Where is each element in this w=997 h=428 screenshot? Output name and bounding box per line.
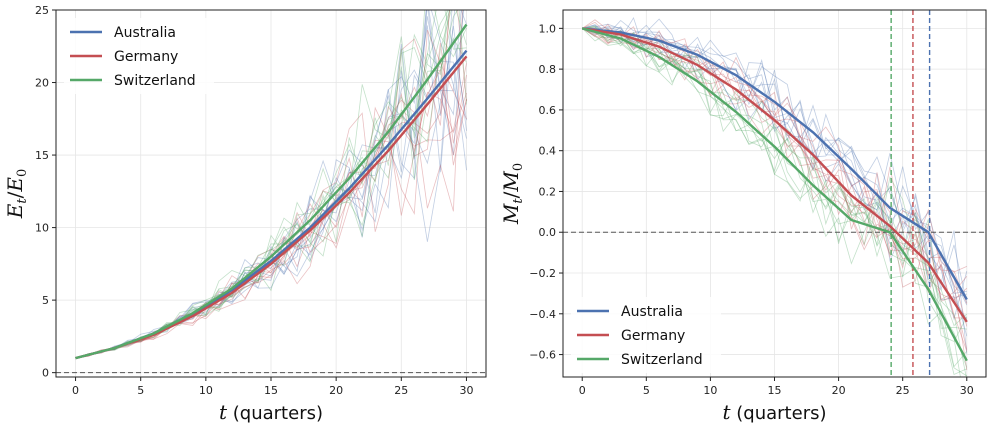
simulated-path bbox=[582, 28, 968, 300]
y-label-sub: 0 bbox=[511, 163, 526, 171]
simulated-path bbox=[75, 10, 451, 359]
x-tick-label: 15 bbox=[264, 384, 278, 397]
y-tick-label: 0.6 bbox=[539, 104, 557, 117]
x-tick-label: 30 bbox=[459, 384, 473, 397]
simulated-path bbox=[582, 26, 968, 368]
x-tick-label: 10 bbox=[703, 384, 717, 397]
series-line-australia bbox=[582, 27, 968, 301]
simulated-path bbox=[582, 24, 967, 301]
x-axis-unit: (quarters) bbox=[731, 403, 827, 424]
simulated-path bbox=[75, 42, 467, 359]
x-tick-label: 20 bbox=[832, 384, 846, 397]
y-tick-label: 0.2 bbox=[539, 185, 557, 198]
y-tick-label: 5 bbox=[42, 294, 49, 307]
x-tick-label: 10 bbox=[199, 384, 213, 397]
x-tick-label: 5 bbox=[643, 384, 650, 397]
plot-area bbox=[563, 10, 986, 377]
simulated-path bbox=[582, 28, 968, 368]
simulated-path bbox=[582, 23, 968, 306]
x-tick-label: 0 bbox=[579, 384, 586, 397]
simulated-path bbox=[75, 10, 456, 359]
x-tick-label: 25 bbox=[394, 384, 408, 397]
simulated-path bbox=[582, 28, 968, 352]
simulated-path bbox=[75, 29, 467, 359]
legend-label: Australia bbox=[114, 25, 176, 41]
y-tick-label: 0.0 bbox=[539, 226, 557, 239]
y-tick-label: 10 bbox=[35, 222, 49, 235]
simulated-path bbox=[582, 18, 968, 321]
x-axis-variable: t bbox=[723, 400, 732, 424]
legend-box bbox=[571, 297, 721, 373]
legend: Australia Germany Switzerland bbox=[571, 297, 721, 373]
x-tick-label: 30 bbox=[960, 384, 974, 397]
y-axis-label: Et/E0 bbox=[3, 169, 30, 219]
y-tick-label: 25 bbox=[35, 4, 49, 17]
y-label-sub: t bbox=[511, 198, 526, 204]
series-line-switzerland bbox=[581, 27, 968, 362]
y-label-slash: / bbox=[499, 191, 523, 198]
legend-label: Germany bbox=[114, 49, 178, 65]
x-axis-label: t (quarters) bbox=[219, 400, 323, 424]
y-tick-label: −0.2 bbox=[529, 267, 556, 280]
simulated-path bbox=[75, 10, 467, 359]
right-panel: 0 5 10 15 20 25 30 −0.6 −0.4 −0.2 0.0 0.2 0.4 0.6 0.8 1… bbox=[499, 9, 987, 424]
y-tick-label: −0.6 bbox=[529, 349, 556, 362]
y-tick-label: 15 bbox=[35, 149, 49, 162]
x-axis-unit: (quarters) bbox=[227, 403, 323, 424]
legend-label: Australia bbox=[621, 304, 683, 320]
plot-area bbox=[56, 10, 486, 374]
y-label-main: E bbox=[3, 177, 27, 193]
y-tick-label: 0.4 bbox=[539, 145, 557, 158]
y-label-main: M bbox=[499, 171, 523, 193]
y-label-main: E bbox=[3, 203, 27, 219]
x-tick-label: 0 bbox=[72, 384, 79, 397]
series-line-germany bbox=[582, 27, 968, 323]
legend-box bbox=[64, 18, 214, 94]
legend-label: Switzerland bbox=[621, 352, 703, 368]
legend-label: Germany bbox=[621, 328, 685, 344]
x-axis-label: t (quarters) bbox=[723, 400, 827, 424]
y-tick-label: 20 bbox=[35, 77, 49, 90]
x-tick-label: 5 bbox=[137, 384, 144, 397]
simulated-path bbox=[582, 28, 967, 377]
x-tick-label: 15 bbox=[768, 384, 782, 397]
y-tick-label: 0.8 bbox=[539, 63, 557, 76]
y-axis-label: Mt/M0 bbox=[499, 163, 526, 225]
y-tick-label: 0 bbox=[42, 367, 49, 380]
y-label-sub: 0 bbox=[15, 169, 30, 177]
series-line-switzerland bbox=[75, 23, 468, 360]
simulated-path bbox=[582, 28, 968, 327]
x-axis-variable: t bbox=[219, 400, 228, 424]
simulated-path bbox=[582, 28, 968, 327]
legend-label: Switzerland bbox=[114, 73, 196, 89]
simulated-path bbox=[75, 10, 467, 359]
y-tick-label: 1.0 bbox=[539, 22, 557, 35]
simulated-path bbox=[582, 24, 967, 294]
y-tick-label: −0.4 bbox=[529, 308, 556, 321]
y-label-main: M bbox=[499, 203, 523, 225]
y-label-slash: / bbox=[3, 191, 27, 198]
simulated-path bbox=[581, 26, 968, 301]
simulated-path bbox=[582, 25, 968, 343]
x-tick-label: 25 bbox=[896, 384, 910, 397]
simulated-path bbox=[582, 27, 968, 354]
simulated-path bbox=[582, 23, 968, 350]
legend: Australia Germany Switzerland bbox=[64, 18, 214, 94]
y-label-sub: t bbox=[15, 198, 30, 204]
simulated-path bbox=[582, 19, 968, 320]
x-tick-label: 20 bbox=[329, 384, 343, 397]
